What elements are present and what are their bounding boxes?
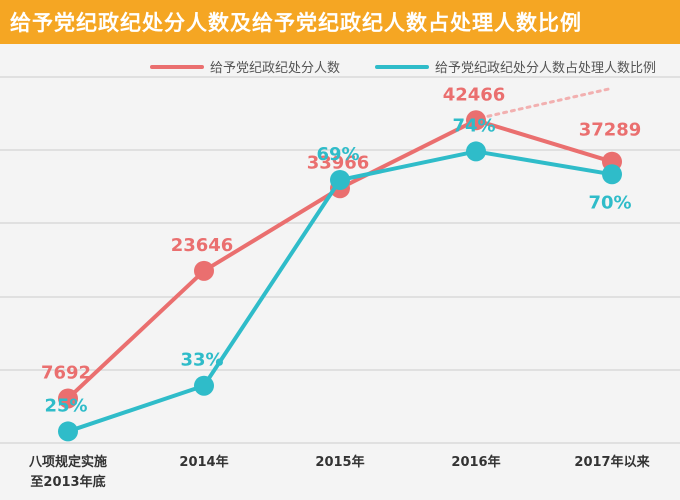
series-1-data-label-4: 42466 — [443, 84, 506, 105]
series-2-point-2 — [194, 375, 214, 396]
series-1-data-label-2: 23646 — [171, 235, 234, 256]
x-tick-label-4: 2016年 — [451, 454, 500, 470]
series-1-point-2 — [194, 260, 214, 281]
x-tick-label-1-line-1: 八项规定实施 — [28, 454, 107, 470]
series-2-point-5 — [602, 164, 622, 185]
grid-lines — [0, 76, 680, 444]
legend-label-2: 给予党纪政纪处分人数占处理人数比例 — [435, 61, 656, 76]
series-2-data-label-1: 25% — [44, 395, 87, 416]
series-2-data-label-4: 74% — [452, 115, 495, 136]
x-tick-label-5: 2017年以来 — [574, 454, 650, 470]
series-1-point-1 — [58, 388, 78, 409]
legend-label-1: 给予党纪政纪处分人数 — [210, 61, 340, 76]
series-2-point-1 — [58, 421, 78, 442]
series-2-point-3 — [330, 170, 350, 190]
series-1-data-label-5: 37289 — [579, 120, 642, 141]
series-1-data-label-3: 33966 — [307, 152, 370, 173]
trend-extension-line — [486, 86, 614, 118]
x-tick-label-1-line-2: 至2013年底 — [30, 474, 105, 490]
series-2-data-label-5: 70% — [588, 192, 631, 213]
legend: 给予党纪政纪处分人数 给予党纪政纪处分人数占处理人数比例 — [150, 61, 656, 76]
series-2-data-label-3: 69% — [316, 144, 359, 165]
title-bar: 给予党纪政纪处分人数及给予党纪政纪人数占处理人数比例 — [0, 0, 680, 44]
series-2-point-4 — [466, 141, 486, 162]
series-1-data-label-1: 7692 — [41, 362, 91, 383]
series-1-point-4 — [466, 110, 486, 131]
chart-title: 给予党纪政纪处分人数及给予党纪政纪人数占处理人数比例 — [10, 11, 582, 35]
x-tick-label-3: 2015年 — [315, 454, 364, 470]
series-2-data-label-2: 33% — [180, 350, 223, 371]
x-tick-label-2: 2014年 — [179, 454, 228, 470]
series-group: 7692 23646 33966 42466 37289 25% 33% 69% 74% 70% — [41, 84, 642, 442]
